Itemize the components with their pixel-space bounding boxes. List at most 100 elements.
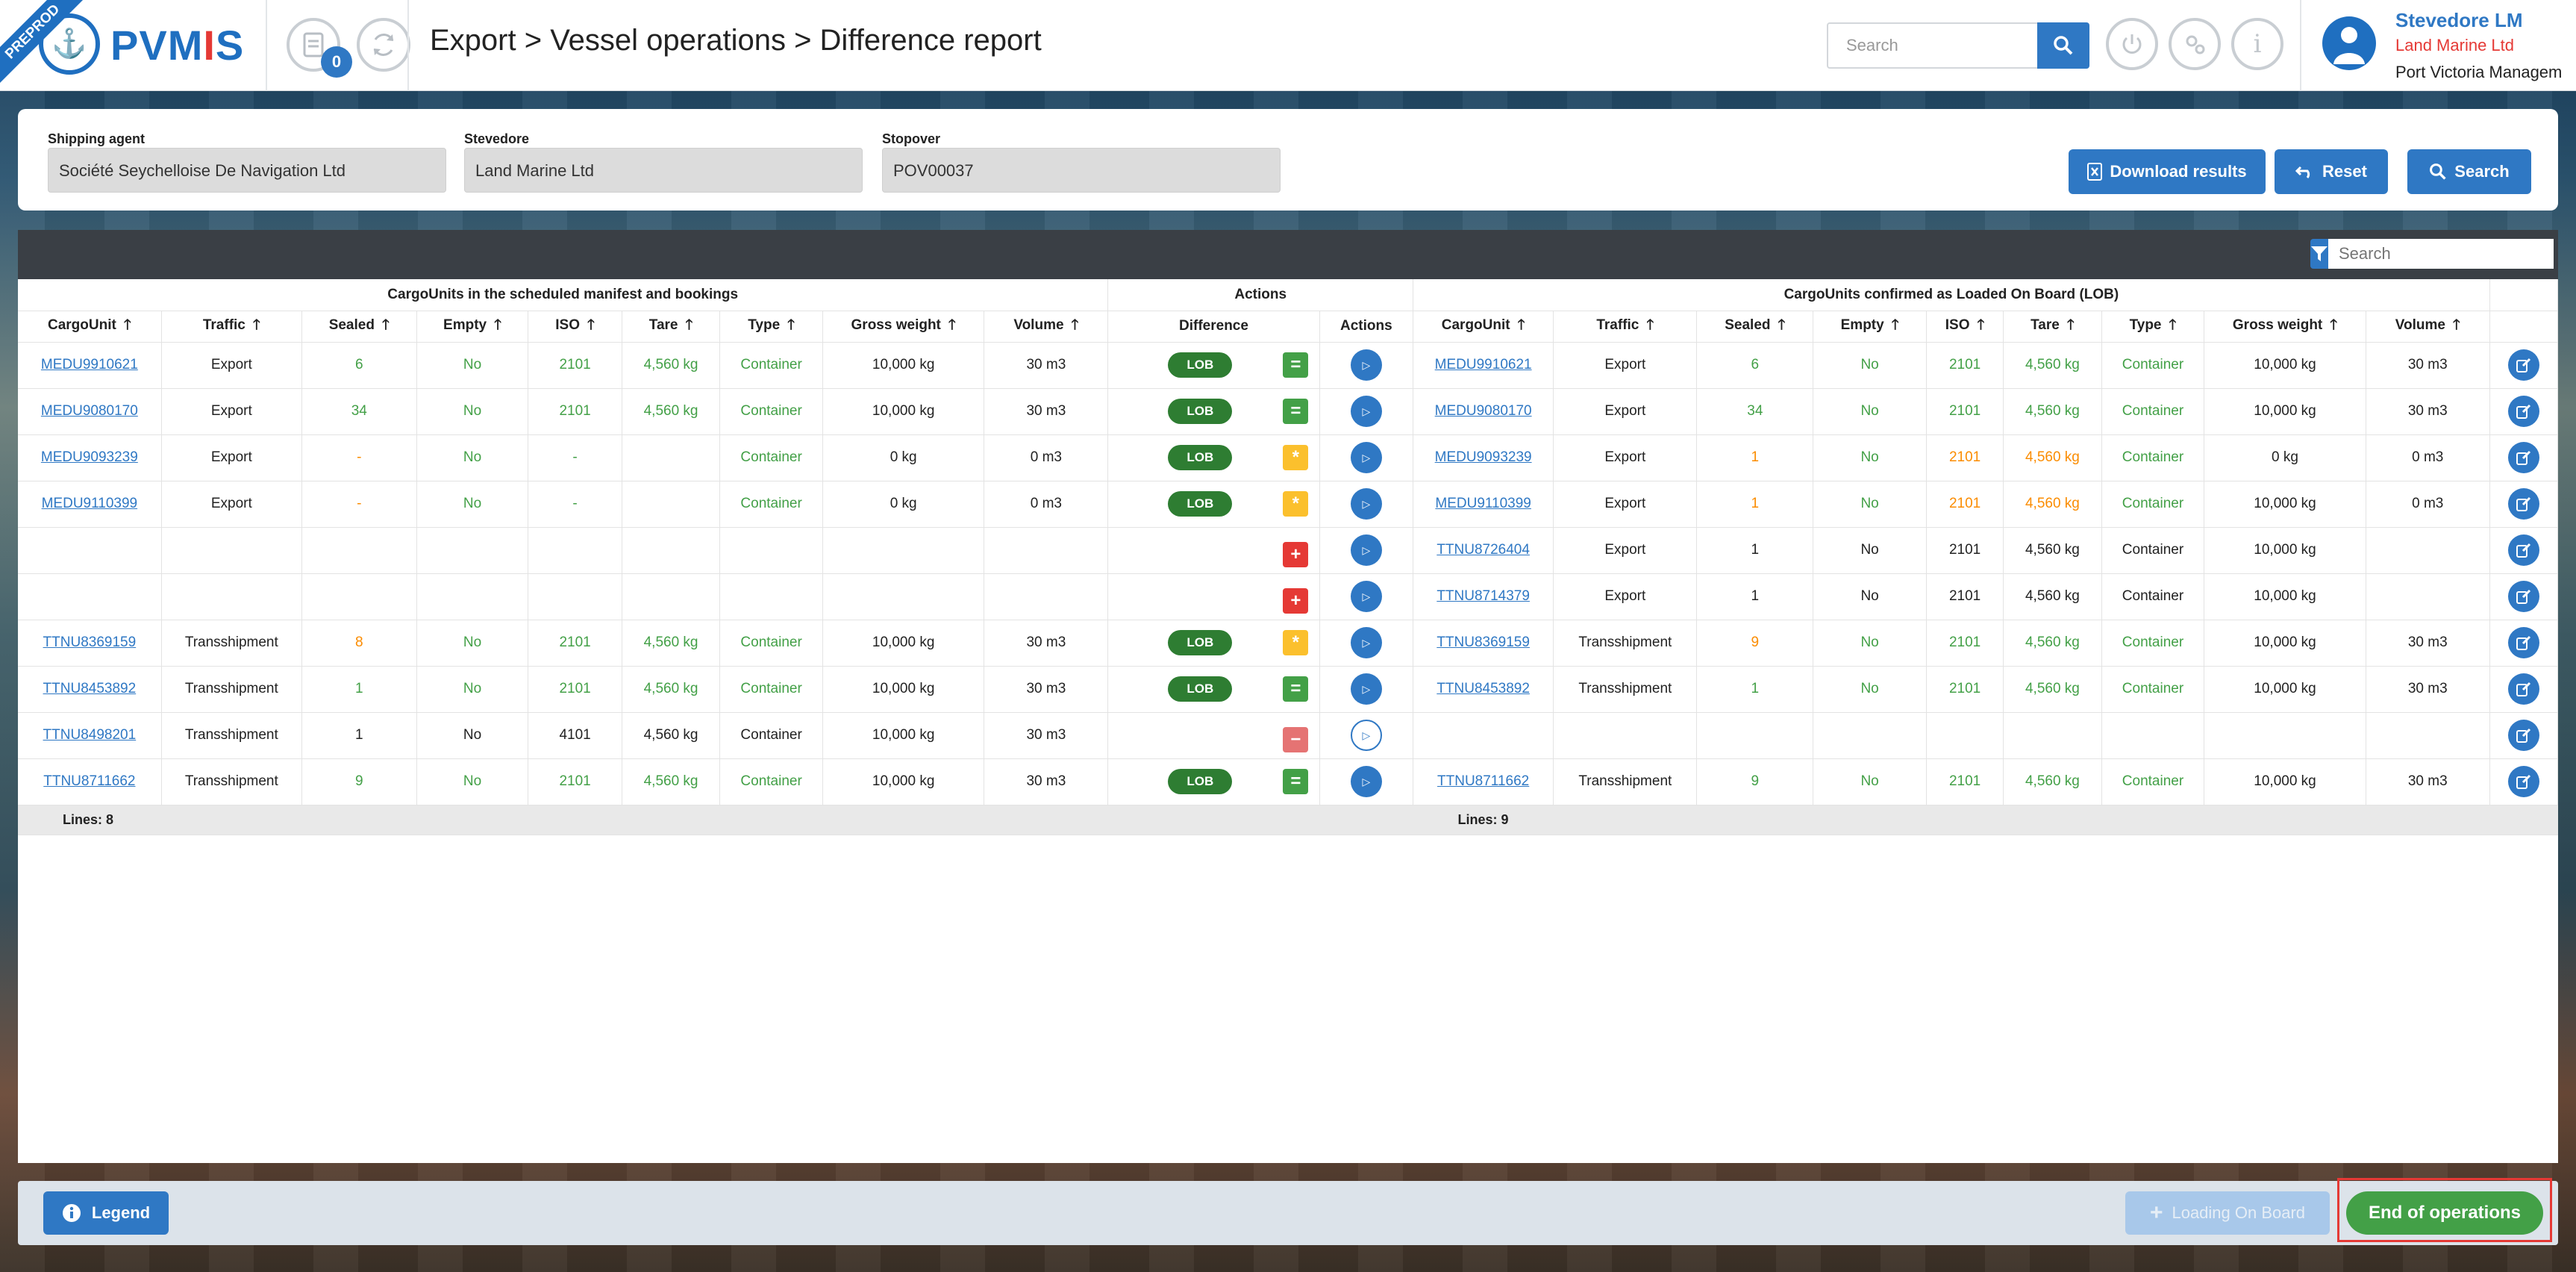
play-icon[interactable]: ▷	[1350, 442, 1382, 473]
edit-icon[interactable]	[2507, 673, 2539, 705]
edit-icon[interactable]	[2507, 720, 2539, 751]
cargo-unit-link[interactable]: TTNU8369159	[1437, 635, 1530, 650]
lob-cargo-unit-cell[interactable]: TTNU8369159	[1413, 620, 1554, 667]
lob-volume-cell: 30 m3	[2366, 388, 2490, 435]
cargo-unit-link[interactable]: MEDU9080170	[40, 403, 138, 419]
lob-cargo-unit-cell[interactable]: MEDU9910621	[1413, 342, 1554, 389]
cargo-unit-cell[interactable]: MEDU9080170	[18, 388, 162, 435]
col-header-lob-volume[interactable]: Volume 🡑	[2366, 311, 2490, 343]
loading-on-board-button[interactable]: + Loading On Board	[2125, 1191, 2330, 1235]
app-logo[interactable]: PVMIS	[110, 22, 245, 69]
power-button[interactable]	[2106, 18, 2158, 70]
cargo-unit-cell[interactable]: MEDU9093239	[18, 434, 162, 481]
play-icon[interactable]: ▷	[1350, 581, 1382, 612]
refresh-button[interactable]	[357, 18, 410, 72]
play-icon[interactable]: ▷	[1350, 349, 1382, 381]
search-button[interactable]: Search	[2407, 149, 2531, 194]
user-name[interactable]: Stevedore LM	[2395, 9, 2523, 31]
col-header-traffic[interactable]: Traffic 🡑	[161, 311, 302, 343]
lob-cargo-unit-cell[interactable]: TTNU8726404	[1413, 527, 1554, 574]
cargo-unit-link[interactable]: MEDU9910621	[40, 357, 138, 372]
play-icon[interactable]: ▷	[1350, 673, 1382, 705]
play-icon[interactable]: ▷	[1350, 766, 1382, 797]
cargo-unit-cell[interactable]: MEDU9910621	[18, 342, 162, 389]
lob-cargo-unit-cell[interactable]: MEDU9110399	[1413, 481, 1554, 528]
download-results-button[interactable]: Download results	[2069, 149, 2266, 194]
col-header-sealed[interactable]: Sealed 🡑	[301, 311, 417, 343]
cargo-unit-cell[interactable]: TTNU8711662	[18, 758, 162, 805]
col-header-empty[interactable]: Empty 🡑	[416, 311, 529, 343]
lob-cargo-unit-cell[interactable]: MEDU9093239	[1413, 434, 1554, 481]
col-header-lob-tare[interactable]: Tare 🡑	[2003, 311, 2102, 343]
col-header-volume[interactable]: Volume 🡑	[984, 311, 1109, 343]
lob-type-cell: Container	[2101, 434, 2205, 481]
avatar[interactable]	[2322, 16, 2376, 70]
cargo-unit-link[interactable]: TTNU8453892	[43, 681, 137, 696]
edit-icon[interactable]	[2507, 766, 2539, 797]
edit-icon[interactable]	[2507, 534, 2539, 566]
cargo-unit-link[interactable]: TTNU8711662	[43, 773, 136, 789]
lob-badge: LOB	[1168, 630, 1233, 655]
stopover-field: POV00037	[882, 148, 1281, 193]
play-icon[interactable]: ▷	[1350, 396, 1382, 427]
edit-icon[interactable]	[2507, 581, 2539, 612]
cargo-unit-link[interactable]: TTNU8711662	[1437, 773, 1530, 789]
reset-button[interactable]: Reset	[2275, 149, 2388, 194]
cargo-unit-link[interactable]: MEDU9093239	[40, 449, 138, 465]
lob-empty-cell: No	[1813, 573, 1927, 620]
cargo-unit-link[interactable]: MEDU9080170	[1434, 403, 1532, 419]
cargo-unit-link[interactable]: MEDU9110399	[1435, 496, 1531, 511]
col-header-lob-empty[interactable]: Empty 🡑	[1813, 311, 1927, 343]
col-header-lob-iso[interactable]: ISO 🡑	[1926, 311, 2004, 343]
edit-icon[interactable]	[2507, 349, 2539, 381]
cargo-unit-link[interactable]: MEDU9910621	[1434, 357, 1532, 372]
col-header-lob-traffic[interactable]: Traffic 🡑	[1553, 311, 1698, 343]
col-header-lob-gross-weight[interactable]: Gross weight 🡑	[2204, 311, 2366, 343]
cargo-unit-link[interactable]: MEDU9093239	[1434, 449, 1532, 465]
cargo-unit-cell[interactable]: MEDU9110399	[18, 481, 162, 528]
play-icon[interactable]: ▷	[1350, 534, 1382, 566]
play-icon[interactable]: ▷	[1350, 488, 1382, 520]
end-of-operations-button[interactable]: End of operations	[2346, 1191, 2543, 1235]
global-search-button[interactable]	[2037, 22, 2089, 69]
edit-icon[interactable]	[2507, 396, 2539, 427]
lob-cargo-unit-cell[interactable]: MEDU9080170	[1413, 388, 1554, 435]
lob-badge: LOB	[1168, 769, 1233, 794]
lob-cargo-unit-cell[interactable]: TTNU8714379	[1413, 573, 1554, 620]
cargo-unit-link[interactable]: TTNU8714379	[1437, 588, 1530, 604]
cargo-unit-link[interactable]: TTNU8726404	[1437, 542, 1530, 558]
col-header-tare[interactable]: Tare 🡑	[622, 311, 721, 343]
lob-cargo-unit-cell[interactable]: TTNU8453892	[1413, 666, 1554, 713]
plus-icon: +	[2149, 1200, 2163, 1225]
filter-icon[interactable]	[2310, 239, 2328, 269]
lob-cargo-unit-cell[interactable]	[1413, 712, 1554, 759]
col-header-lob-type[interactable]: Type 🡑	[2101, 311, 2205, 343]
cargo-unit-cell[interactable]: TTNU8369159	[18, 620, 162, 667]
edit-icon[interactable]	[2507, 627, 2539, 658]
col-header-type[interactable]: Type 🡑	[719, 311, 823, 343]
col-header-cargo-unit[interactable]: CargoUnit 🡑	[18, 311, 162, 343]
cargo-unit-link[interactable]: MEDU9110399	[41, 496, 138, 511]
legend-button[interactable]: Legend	[43, 1191, 169, 1235]
cargo-unit-link[interactable]: TTNU8498201	[43, 727, 137, 743]
cargo-unit-link[interactable]: TTNU8369159	[43, 635, 137, 650]
info-button[interactable]: i	[2231, 18, 2283, 70]
cargo-unit-link[interactable]: TTNU8453892	[1437, 681, 1530, 696]
settings-button[interactable]	[2169, 18, 2221, 70]
col-header-lob-cargo-unit[interactable]: CargoUnit 🡑	[1413, 311, 1554, 343]
play-icon[interactable]: ▷	[1350, 720, 1382, 751]
cargo-unit-cell[interactable]: TTNU8453892	[18, 666, 162, 713]
edit-icon[interactable]	[2507, 442, 2539, 473]
col-header-gross-weight[interactable]: Gross weight 🡑	[822, 311, 985, 343]
pvmis-logo-icon[interactable]: ⚓	[39, 13, 100, 75]
col-header-iso[interactable]: ISO 🡑	[528, 311, 622, 343]
play-icon[interactable]: ▷	[1350, 627, 1382, 658]
lob-cargo-unit-cell[interactable]: TTNU8711662	[1413, 758, 1554, 805]
grid-search-input[interactable]	[2328, 239, 2554, 269]
col-header-lob-sealed[interactable]: Sealed 🡑	[1696, 311, 1814, 343]
edit-icon[interactable]	[2507, 488, 2539, 520]
global-search-input[interactable]	[1827, 22, 2039, 69]
cargo-unit-cell[interactable]	[18, 573, 162, 620]
cargo-unit-cell[interactable]: TTNU8498201	[18, 712, 162, 759]
cargo-unit-cell[interactable]	[18, 527, 162, 574]
